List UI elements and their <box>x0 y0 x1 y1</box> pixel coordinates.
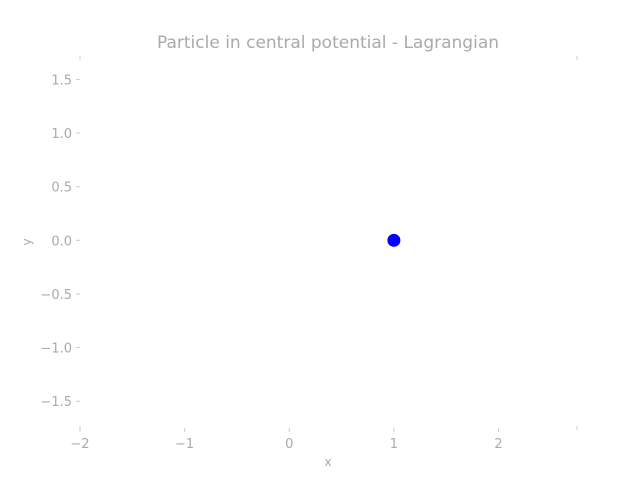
y-tick-label: −1.5 <box>40 395 72 410</box>
y-tick-label: 1.5 <box>51 73 72 88</box>
x-tick-label: 1 <box>390 437 398 452</box>
y-tick-label: 0.5 <box>51 181 72 196</box>
chart-title: Particle in central potential - Lagrangi… <box>157 33 499 53</box>
y-tick-label: 1.0 <box>51 127 72 142</box>
particle-point <box>387 233 401 247</box>
data-layer <box>387 233 401 247</box>
y-tick-label: 0.0 <box>51 234 72 249</box>
x-axis: −2 −1 0 1 2 <box>70 428 503 452</box>
x-tick-label: 0 <box>285 437 293 452</box>
y-tick-label: −1.0 <box>40 342 72 357</box>
y-axis: 1.5 1.0 0.5 0.0 −0.5 −1.0 −1.5 <box>40 73 80 410</box>
x-tick-label: 2 <box>494 437 502 452</box>
x-tick-label: −2 <box>70 437 89 452</box>
x-axis-label: x <box>324 455 331 469</box>
y-axis-label: y <box>20 238 34 245</box>
x-tick-label: −1 <box>175 437 194 452</box>
y-tick-label: −0.5 <box>40 288 72 303</box>
